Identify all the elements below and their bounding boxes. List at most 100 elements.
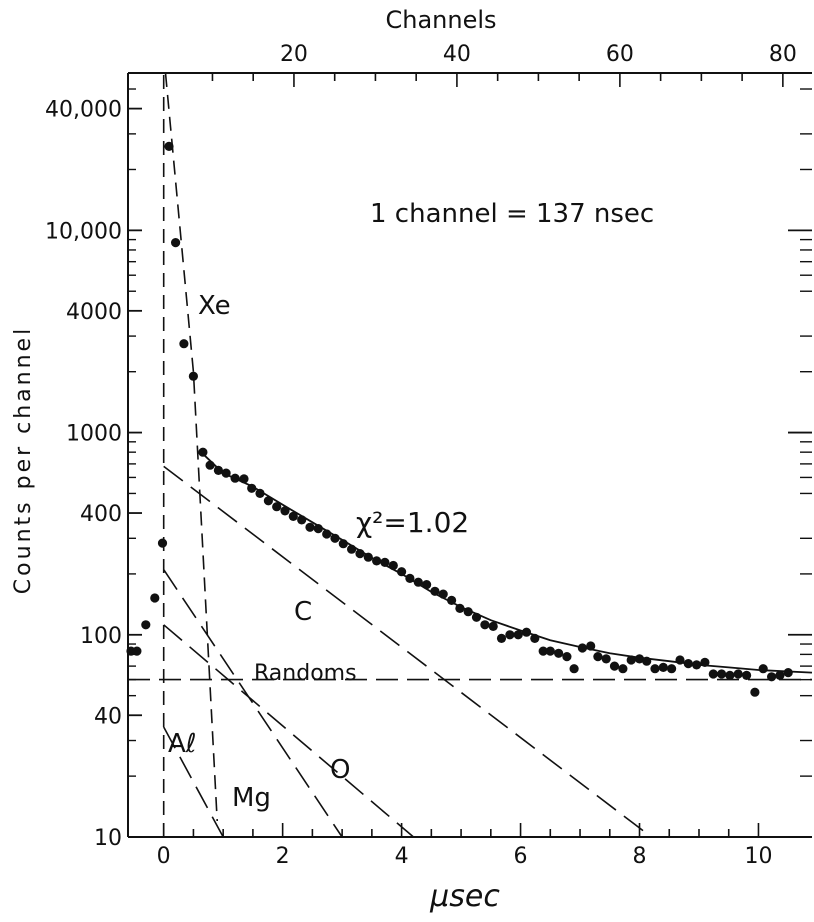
data-point	[708, 669, 718, 679]
c-label: C	[294, 597, 312, 627]
data-point	[347, 544, 357, 554]
data-point	[355, 549, 365, 559]
randoms-label: Randoms	[254, 661, 357, 686]
data-point	[430, 586, 440, 596]
data-point	[438, 589, 448, 599]
axis-ticks: 0 2 4 6 8 10 20 40 60 80 10 40 100 400 1000 4000 10,000 4…	[45, 42, 812, 869]
y-tick-label: 1000	[66, 422, 122, 447]
data-point	[288, 511, 298, 521]
fit-line-xe	[164, 72, 218, 822]
chi-squared-label: χ²=1.02	[356, 506, 469, 539]
data-point	[783, 668, 793, 678]
x-tick-label: 8	[633, 844, 647, 869]
data-point	[230, 473, 240, 483]
data-point	[667, 664, 677, 674]
data-point	[626, 655, 636, 665]
data-point	[480, 620, 490, 630]
y-tick-label: 40,000	[45, 98, 122, 123]
data-point	[750, 687, 760, 697]
fit-line-al	[162, 726, 224, 838]
data-point	[313, 524, 323, 534]
data-point	[742, 670, 752, 681]
data-point	[455, 603, 465, 614]
data-point	[601, 654, 611, 664]
x-tick-label: 10	[744, 844, 772, 869]
x-tick-label: 0	[157, 844, 171, 869]
data-point	[545, 646, 555, 656]
top-tick-label: 60	[606, 42, 634, 67]
data-point	[700, 657, 710, 668]
data-point	[179, 339, 189, 349]
data-point	[388, 560, 398, 571]
data-point	[505, 630, 515, 640]
o-label: O	[330, 755, 350, 785]
data-point	[618, 664, 628, 674]
data-point	[213, 465, 223, 475]
data-point	[132, 646, 142, 656]
data-point	[650, 664, 660, 674]
data-point	[586, 641, 596, 651]
top-tick-label: 40	[443, 42, 471, 67]
data-point	[205, 460, 215, 470]
data-point	[397, 567, 407, 577]
y-tick-label: 10,000	[45, 219, 122, 244]
data-point	[463, 607, 473, 617]
data-point	[247, 483, 257, 493]
data-point	[758, 664, 768, 674]
y-tick-label: 10	[94, 826, 122, 851]
fit-line-mg	[163, 569, 343, 838]
fit-line-total	[201, 452, 813, 674]
data-point	[188, 371, 198, 381]
mg-label: Mg	[232, 783, 271, 813]
data-point	[380, 557, 390, 568]
data-point	[717, 669, 727, 679]
data-point	[609, 661, 620, 671]
x-axis-title: μsec	[429, 879, 500, 914]
data-point	[683, 659, 693, 669]
plot-frame	[127, 72, 812, 838]
data-point	[330, 533, 340, 543]
data-point	[363, 552, 373, 562]
data-point	[513, 630, 523, 640]
data-point	[471, 612, 482, 622]
data-point	[658, 662, 668, 673]
data-point	[569, 664, 579, 674]
x-tick-label: 4	[395, 844, 409, 869]
data-point	[198, 447, 208, 457]
data-point	[775, 670, 785, 681]
data-point	[675, 655, 685, 665]
data-point	[297, 515, 307, 525]
data-point	[634, 654, 645, 664]
xe-label: Xe	[198, 291, 231, 321]
data-point	[767, 672, 777, 682]
y-tick-label: 4000	[66, 300, 122, 325]
data-point	[255, 488, 265, 498]
top-tick-label: 20	[280, 42, 308, 67]
top-tick-label: 80	[769, 42, 797, 67]
data-point	[171, 238, 181, 248]
al-label: Aℓ	[168, 729, 197, 759]
data-point	[305, 522, 315, 532]
data-point	[642, 656, 652, 666]
top-axis-title: Channels	[385, 6, 496, 34]
x-tick-label: 2	[276, 844, 290, 869]
data-point	[405, 573, 415, 584]
x-tick-label: 6	[514, 844, 528, 869]
data-point	[372, 556, 382, 566]
data-point	[413, 577, 423, 587]
data-point	[141, 620, 151, 630]
channel-note: 1 channel = 137 nsec	[370, 199, 654, 229]
data-point	[157, 538, 168, 548]
data-points	[126, 141, 793, 697]
data-point	[272, 502, 282, 512]
data-point	[150, 593, 160, 603]
data-point	[239, 474, 249, 484]
data-point	[725, 670, 735, 681]
data-point	[422, 580, 432, 590]
data-point	[322, 529, 332, 539]
data-point	[221, 468, 231, 478]
fit-lines	[128, 72, 813, 838]
data-point	[521, 627, 532, 637]
data-point	[338, 539, 348, 549]
